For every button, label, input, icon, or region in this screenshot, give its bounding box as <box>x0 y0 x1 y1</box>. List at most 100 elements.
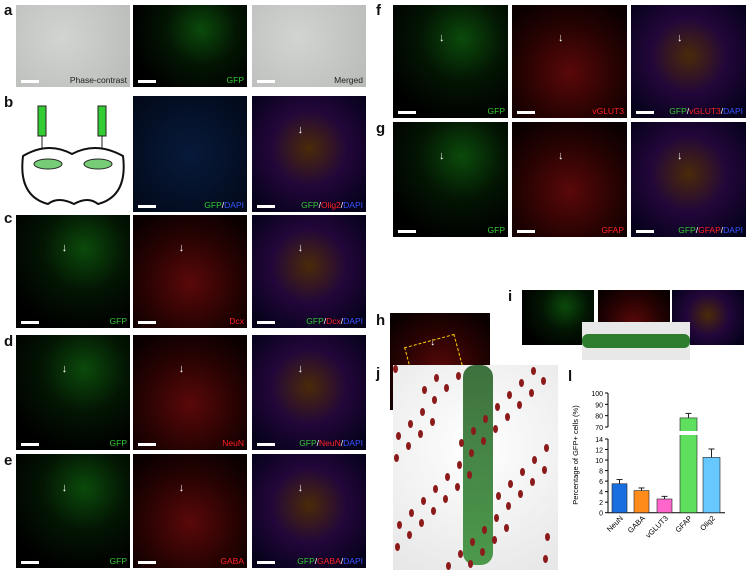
scale-bar <box>21 443 39 446</box>
y-tick-label: 2 <box>599 500 603 507</box>
puncta <box>544 444 549 452</box>
arrow-icon: ↓ <box>178 242 185 255</box>
scale-bar <box>138 205 156 208</box>
caption-part: DAPI <box>343 556 363 566</box>
puncta <box>397 521 402 529</box>
caption-part: NeuN <box>319 438 341 448</box>
caption-part: DAPI <box>723 106 743 116</box>
puncta <box>493 425 498 433</box>
scale-bar <box>398 111 416 114</box>
scale-bar <box>257 205 275 208</box>
caption-c3: GFP/Dcx/DAPI <box>306 316 363 326</box>
puncta <box>443 495 448 503</box>
bar-vGLUT3 <box>656 498 673 514</box>
y-tick-label: 6 <box>599 479 603 486</box>
puncta <box>459 439 464 447</box>
bar-GFAP <box>679 417 698 514</box>
puncta <box>543 555 548 563</box>
puncta <box>395 543 400 551</box>
puncta <box>457 461 462 469</box>
arrow-icon: ↓ <box>430 336 436 349</box>
caption-part: GFP <box>109 438 127 448</box>
bar-Olig2 <box>702 457 721 514</box>
caption-c1: GFP <box>110 316 127 326</box>
scale-bar <box>138 561 156 564</box>
cell-render <box>463 365 493 565</box>
caption-part: / <box>340 200 344 210</box>
x-tick-label: Olig2 <box>698 514 717 533</box>
scale-bar <box>257 80 275 83</box>
puncta <box>409 509 414 517</box>
puncta <box>483 415 488 423</box>
caption-a2: GFP <box>227 75 244 85</box>
panel-label-b: b <box>4 94 14 111</box>
caption-part: / <box>340 316 344 326</box>
puncta <box>480 548 485 556</box>
puncta <box>396 432 401 440</box>
puncta <box>419 519 424 527</box>
panel-label-d: d <box>4 333 14 350</box>
caption-part: Dcx <box>229 316 244 326</box>
puncta <box>407 531 412 539</box>
caption-e3: GFP/GABA/DAPI <box>297 556 363 566</box>
puncta <box>520 468 525 476</box>
caption-part: / <box>720 106 724 116</box>
puncta <box>507 391 512 399</box>
micrograph-g2: ↓ GFAP <box>512 122 627 237</box>
arrow-icon: ↓ <box>439 32 445 45</box>
puncta <box>433 485 438 493</box>
dendrite-render <box>582 334 690 348</box>
caption-part: Olig2 <box>320 200 341 210</box>
micrograph-e1: ↓ GFP <box>16 454 130 568</box>
caption-f1: GFP <box>488 106 505 116</box>
puncta <box>430 418 435 426</box>
x-tick-label: vGLUT3 <box>644 514 670 540</box>
caption-part: GFP <box>669 106 687 116</box>
puncta <box>519 379 524 387</box>
caption-a1: Phase-contrast <box>70 75 127 85</box>
puncta <box>529 389 534 397</box>
micrograph-e2: ↓ GABA <box>133 454 247 568</box>
arrow-icon: ↓ <box>61 481 68 494</box>
panel-label-i: i <box>508 288 513 305</box>
puncta <box>467 471 472 479</box>
caption-d3: GFP/NeuN/DAPI <box>299 438 363 448</box>
puncta <box>495 403 500 411</box>
arrow-icon: ↓ <box>61 242 68 255</box>
arrow-icon: ↓ <box>439 149 445 162</box>
y-tick-label: 8 <box>599 469 603 476</box>
caption-part: GFP <box>109 556 127 566</box>
y-axis-label: Percentage of GFP+ cells (%) <box>571 405 580 505</box>
arrow-icon: ↓ <box>61 362 68 375</box>
caption-a3: Merged <box>334 75 363 85</box>
caption-part: GFP <box>678 225 696 235</box>
caption-part: / <box>340 438 344 448</box>
bar-GABA <box>633 490 650 513</box>
brain-syringe-icon <box>21 105 125 206</box>
caption-part: / <box>314 556 318 566</box>
micrograph-a3: Merged <box>252 5 366 87</box>
puncta <box>505 413 510 421</box>
caption-part: DAPI <box>224 200 244 210</box>
y-tick-label: 12 <box>595 448 603 455</box>
micrograph-c3: ↓ GFP/Dcx/DAPI <box>252 215 366 328</box>
puncta <box>456 372 461 380</box>
scale-bar <box>257 561 275 564</box>
puncta <box>422 386 427 394</box>
puncta <box>496 492 501 500</box>
scale-bar <box>257 443 275 446</box>
caption-f3: GFP/vGLUT3/DAPI <box>669 106 743 116</box>
micrograph-f2: ↓ vGLUT3 <box>512 5 627 118</box>
puncta <box>406 442 411 450</box>
caption-part: / <box>695 225 699 235</box>
puncta <box>471 427 476 435</box>
caption-part: / <box>318 200 321 210</box>
caption-c2: Dcx <box>229 316 244 326</box>
scale-bar <box>138 321 156 324</box>
puncta <box>541 377 546 385</box>
micrograph-c2: ↓ Dcx <box>133 215 247 328</box>
scale-bar <box>21 80 39 83</box>
panel-label-h: h <box>376 312 386 329</box>
panel-label-f: f <box>376 2 381 19</box>
render-k <box>582 322 690 360</box>
